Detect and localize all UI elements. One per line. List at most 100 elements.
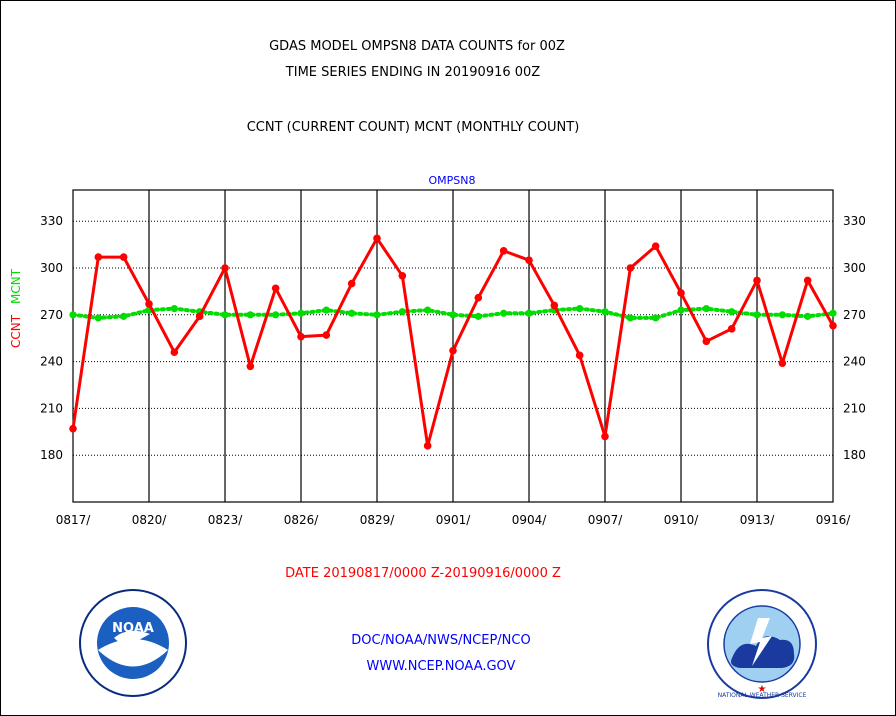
data-point-mcnt — [652, 314, 660, 322]
data-point-ccnt — [753, 276, 761, 285]
data-point-mcnt — [728, 308, 736, 316]
data-point-mcnt — [272, 311, 280, 319]
series-layer — [69, 234, 837, 450]
x-tick-label: 0907/ — [588, 513, 624, 527]
plot-title: OMPSN8 — [429, 174, 476, 187]
data-point-mcnt — [525, 309, 533, 317]
data-point-ccnt — [474, 293, 483, 302]
y-tick-label-left: 270 — [40, 308, 63, 322]
data-point-mcnt — [576, 304, 584, 313]
data-point-ccnt — [322, 331, 331, 339]
chart-title-line1: GDAS MODEL OMPSN8 DATA COUNTS for 00Z — [269, 39, 565, 54]
data-point-ccnt — [601, 432, 609, 441]
y-tick-label-left: 210 — [40, 401, 63, 415]
data-point-ccnt — [246, 362, 255, 371]
data-point-ccnt — [347, 279, 356, 288]
grid-lines — [73, 190, 833, 502]
data-point-ccnt — [499, 247, 508, 255]
noaa-logo-icon: NOAA — [79, 589, 187, 697]
data-point-mcnt — [601, 308, 609, 316]
y-tick-label-left: 180 — [40, 448, 63, 462]
data-point-mcnt — [246, 311, 254, 319]
data-point-mcnt — [677, 306, 685, 314]
data-point-mcnt — [626, 314, 634, 322]
data-point-ccnt — [221, 264, 229, 272]
data-point-mcnt — [94, 314, 102, 322]
plot-area-frame — [72, 189, 834, 503]
data-point-ccnt — [803, 276, 812, 285]
chart-subtitle: CCNT (CURRENT COUNT) MCNT (MONTHLY COUNT… — [246, 120, 580, 135]
data-point-mcnt — [804, 312, 812, 320]
x-tick-label: 0817/ — [56, 513, 92, 527]
data-point-mcnt — [373, 311, 381, 319]
data-point-ccnt — [778, 359, 787, 367]
data-point-ccnt — [677, 289, 685, 297]
data-point-ccnt — [727, 325, 736, 333]
data-point-ccnt — [829, 321, 837, 330]
date-range-label: DATE 20190817/0000 Z-20190916/0000 Z — [285, 566, 561, 581]
data-point-ccnt — [423, 442, 432, 450]
svg-text:★: ★ — [758, 684, 767, 695]
chart-title-line2: TIME SERIES ENDING IN 20190916 00Z — [285, 65, 541, 80]
data-point-mcnt — [753, 311, 761, 319]
y-tick-label-left: 330 — [40, 214, 63, 228]
x-tick-label: 0916/ — [816, 513, 852, 527]
data-point-ccnt — [69, 424, 77, 433]
data-point-ccnt — [119, 253, 128, 261]
noaa-label: NOAA — [112, 621, 154, 636]
data-point-mcnt — [348, 309, 356, 317]
data-point-mcnt — [297, 309, 305, 317]
x-tick-label: 0823/ — [208, 513, 244, 527]
data-point-ccnt — [145, 300, 153, 308]
data-point-ccnt — [550, 301, 559, 310]
nws-ring-text: NATIONAL WEATHER SERVICE — [718, 692, 807, 699]
data-point-mcnt — [424, 306, 432, 314]
y-tick-label-right: 270 — [843, 308, 866, 322]
data-point-mcnt — [398, 308, 406, 316]
data-point-ccnt — [575, 351, 584, 360]
data-point-ccnt — [626, 264, 635, 272]
x-tick-label: 0820/ — [132, 513, 168, 527]
org-line: DOC/NOAA/NWS/NCEP/NCO — [351, 633, 531, 648]
x-tick-label: 0910/ — [664, 513, 700, 527]
y-tick-label-right: 180 — [843, 448, 866, 462]
data-point-mcnt — [322, 306, 330, 314]
data-point-mcnt — [120, 312, 128, 320]
data-point-ccnt — [398, 272, 407, 280]
data-point-mcnt — [778, 311, 786, 319]
data-point-ccnt — [373, 234, 381, 243]
data-point-mcnt — [474, 312, 482, 320]
y-tick-label-right: 330 — [843, 214, 866, 228]
data-point-ccnt — [195, 312, 204, 321]
data-point-mcnt — [221, 311, 229, 319]
data-point-ccnt — [702, 337, 711, 346]
data-point-mcnt — [449, 311, 457, 319]
data-point-mcnt — [69, 311, 77, 319]
data-point-mcnt — [702, 304, 710, 313]
website-link[interactable]: WWW.NCEP.NOAA.GOV — [366, 659, 516, 674]
x-tick-label: 0904/ — [512, 513, 548, 527]
y-tick-label-right: 210 — [843, 401, 866, 415]
data-point-ccnt — [271, 284, 280, 293]
x-tick-label: 0829/ — [360, 513, 396, 527]
x-tick-label: 0901/ — [436, 513, 472, 527]
y-axis-label-mcnt: MCNT — [9, 268, 23, 304]
data-point-ccnt — [297, 332, 305, 341]
y-tick-label-right: 240 — [843, 355, 866, 369]
y-axis-label-ccnt: CCNT — [9, 314, 23, 348]
data-point-mcnt — [170, 304, 178, 313]
y-tick-label-right: 300 — [843, 261, 866, 275]
data-point-ccnt — [94, 253, 103, 261]
tick-labels: 180 180 210 210 240 240 270 270 300 300 330 330 0817… — [40, 214, 866, 527]
x-tick-label: 0913/ — [740, 513, 776, 527]
data-point-ccnt — [651, 242, 660, 250]
data-point-ccnt — [449, 346, 457, 355]
data-point-mcnt — [829, 309, 837, 317]
y-tick-label-left: 300 — [40, 261, 63, 275]
y-tick-label-left: 240 — [40, 355, 63, 369]
data-point-mcnt — [500, 309, 508, 317]
nws-logo-icon: NATIONAL WEATHER SERVICE ★ — [707, 589, 817, 699]
x-tick-label: 0826/ — [284, 513, 320, 527]
data-point-ccnt — [170, 348, 179, 357]
